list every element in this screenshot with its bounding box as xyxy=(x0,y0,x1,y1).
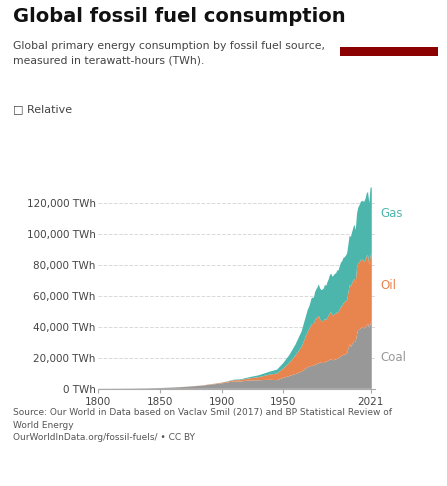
Text: Source: Our World in Data based on Vaclav Smil (2017) and BP Statistical Review : Source: Our World in Data based on Vacla… xyxy=(13,408,392,442)
Text: □ Relative: □ Relative xyxy=(13,104,72,115)
Text: Gas: Gas xyxy=(380,208,402,220)
Text: Coal: Coal xyxy=(380,351,406,364)
Text: Oil: Oil xyxy=(380,278,396,292)
Text: Global primary energy consumption by fossil fuel source,
measured in terawatt-ho: Global primary energy consumption by fos… xyxy=(13,41,325,65)
Text: Global fossil fuel consumption: Global fossil fuel consumption xyxy=(13,7,346,26)
Text: Our World
in Data: Our World in Data xyxy=(361,13,417,36)
Bar xyxy=(340,47,438,56)
